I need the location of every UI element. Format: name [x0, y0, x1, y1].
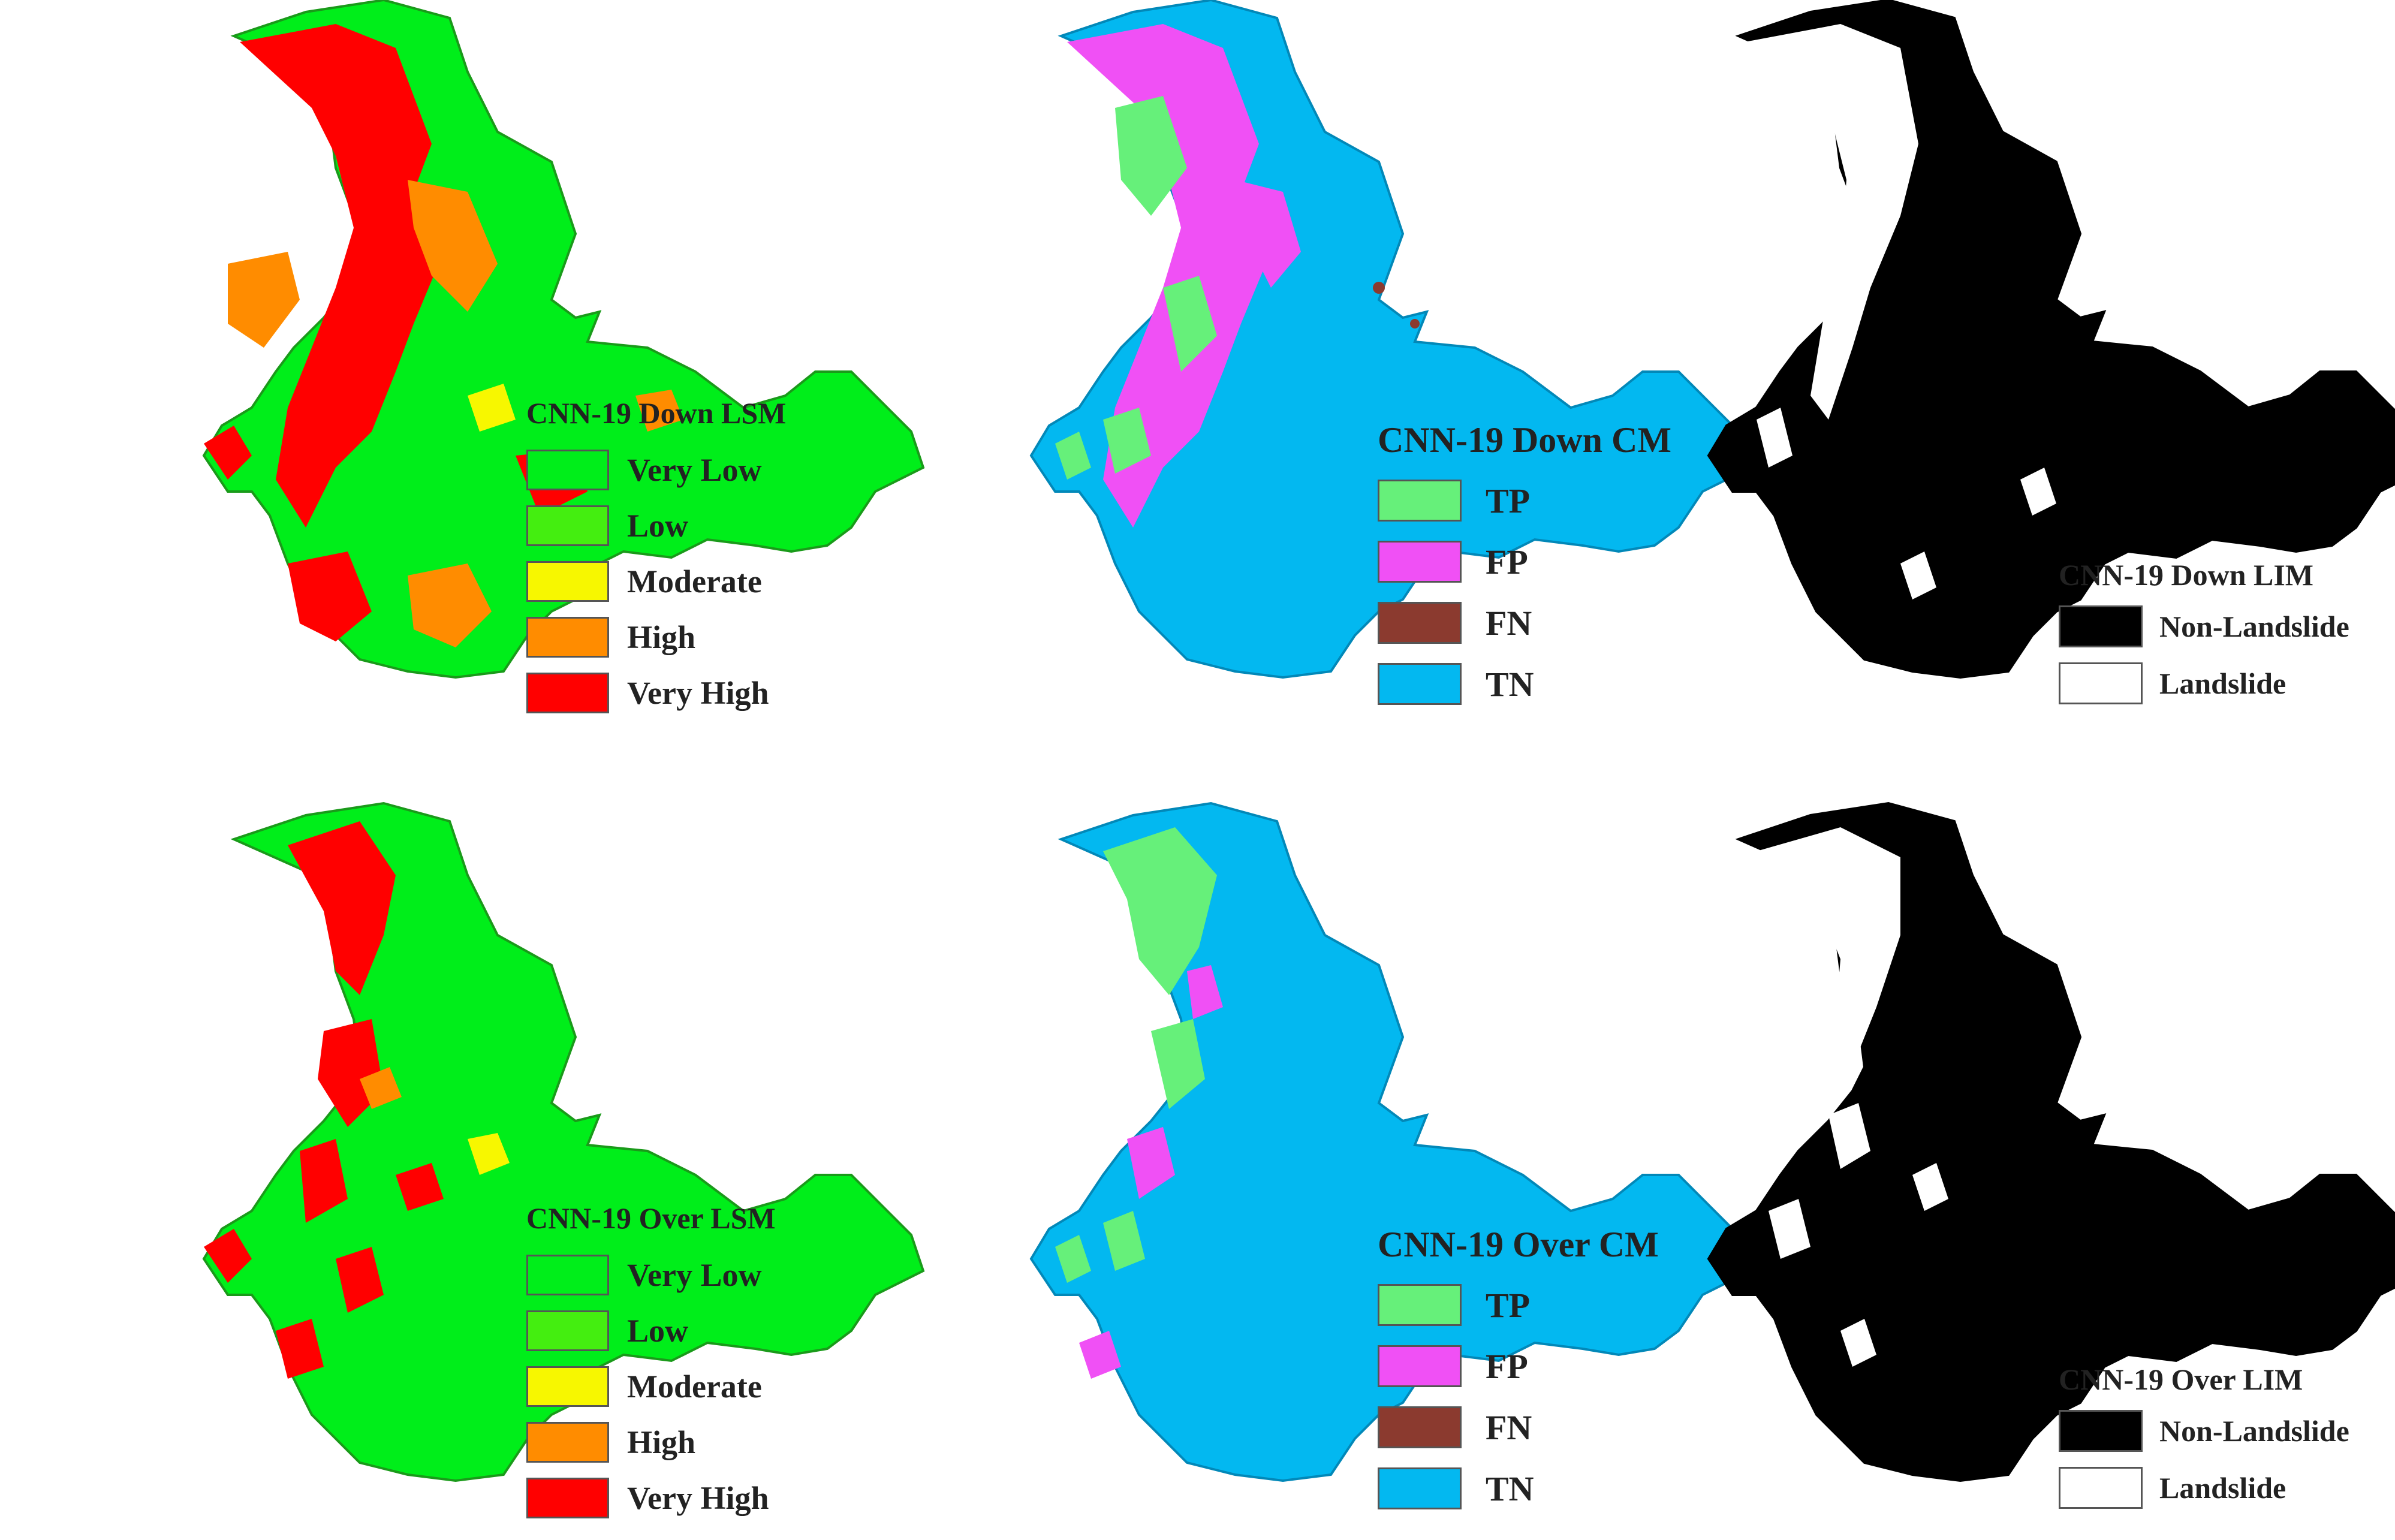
swatch-very-low [526, 1255, 609, 1295]
legend-item-high: High [526, 617, 695, 658]
legend-label: Landslide [2159, 667, 2286, 700]
legend-label: TP [1486, 481, 1531, 520]
swatch-fp [1378, 1345, 1462, 1387]
swatch-moderate [526, 1366, 609, 1407]
swatch-fn [1378, 1406, 1462, 1448]
swatch-low [526, 1310, 609, 1351]
legend-item-landslide: Landslide [2059, 1467, 2286, 1509]
swatch-landslide [2059, 662, 2143, 704]
swatch-landslide [2059, 1467, 2143, 1509]
legend-label: Very Low [627, 452, 762, 488]
legend-item-non-landslide: Non-Landslide [2059, 605, 2349, 647]
legend-item-very-low: Very Low [526, 1255, 762, 1295]
legend-title-down-lim: CNN-19 Down LIM [2059, 558, 2313, 592]
swatch-non-landslide [2059, 1410, 2143, 1452]
legend-label: Moderate [627, 563, 762, 599]
legend-title-over-lsm: CNN-19 Over LSM [526, 1201, 776, 1235]
swatch-tn [1378, 663, 1462, 705]
legend-item-fn: FN [1378, 602, 1532, 644]
legend-label: Moderate [627, 1369, 762, 1405]
legend-title-down-cm: CNN-19 Down CM [1378, 420, 1671, 460]
legend-item-non-landslide: Non-Landslide [2059, 1410, 2349, 1452]
map-down-lim [1707, 0, 2395, 679]
swatch-non-landslide [2059, 605, 2143, 647]
legend-label: Very High [627, 1480, 769, 1516]
swatch-tp [1378, 1284, 1462, 1326]
swatch-high [526, 617, 609, 658]
legend-item-tp: TP [1378, 480, 1530, 522]
legend-item-tp: TP [1378, 1284, 1530, 1326]
legend-down-lim: CNN-19 Down LIM Non-Landslide Landslide [2059, 557, 2382, 713]
legend-label: Very High [627, 675, 769, 711]
legend-label: Low [627, 508, 689, 544]
legend-label: High [627, 1424, 696, 1460]
legend-over-lsm: CNN-19 Over LSM Very Low Low Moderate Hi… [526, 1201, 838, 1524]
legend-item-very-high: Very High [526, 1478, 769, 1518]
swatch-tn [1378, 1467, 1462, 1509]
legend-down-lsm: CNN-19 Down LSM Very Low Low Moderate Hi… [526, 396, 838, 719]
swatch-moderate [526, 561, 609, 602]
legend-title-over-lim: CNN-19 Over LIM [2059, 1363, 2303, 1396]
legend-item-very-high: Very High [526, 673, 769, 713]
legend-item-moderate: Moderate [526, 561, 762, 602]
legend-item-landslide: Landslide [2059, 662, 2286, 704]
swatch-very-high [526, 673, 609, 713]
map-down-cm [1030, 0, 1752, 679]
legend-label: Non-Landslide [2159, 1414, 2349, 1448]
map-over-cm [1030, 802, 1752, 1482]
swatch-low [526, 505, 609, 546]
map-over-lsm [203, 802, 924, 1482]
legend-item-tn: TN [1378, 663, 1534, 705]
map-down-lsm [203, 0, 924, 679]
legend-down-cm: CNN-19 Down CM TP FP FN TN [1378, 420, 1725, 707]
legend-label: TP [1486, 1285, 1531, 1325]
legend-item-very-low: Very Low [526, 450, 762, 490]
map-over-lim [1707, 802, 2395, 1482]
legend-label: Low [627, 1313, 689, 1349]
legend-title-over-cm: CNN-19 Over CM [1378, 1225, 1659, 1264]
legend-item-moderate: Moderate [526, 1366, 762, 1407]
legend-over-cm: CNN-19 Over CM TP FP FN TN [1378, 1224, 1725, 1512]
legend-label: FP [1486, 1346, 1528, 1386]
legend-item-fp: FP [1378, 541, 1528, 583]
legend-label: TN [1486, 664, 1534, 704]
legend-item-fn: FN [1378, 1406, 1532, 1448]
legend-over-lim: CNN-19 Over LIM Non-Landslide Landslide [2059, 1362, 2382, 1518]
legend-label: TN [1486, 1469, 1534, 1508]
swatch-very-high [526, 1478, 609, 1518]
swatch-tp [1378, 480, 1462, 522]
legend-item-high: High [526, 1422, 695, 1463]
swatch-high [526, 1422, 609, 1463]
legend-label: FN [1486, 603, 1532, 643]
legend-item-fp: FP [1378, 1345, 1528, 1387]
swatch-fn [1378, 602, 1462, 644]
legend-item-low: Low [526, 505, 688, 546]
swatch-very-low [526, 450, 609, 490]
legend-label: FP [1486, 542, 1528, 581]
swatch-fp [1378, 541, 1462, 583]
legend-item-low: Low [526, 1310, 688, 1351]
legend-item-tn: TN [1378, 1467, 1534, 1509]
legend-label: Very Low [627, 1257, 762, 1293]
legend-label: Non-Landslide [2159, 610, 2349, 643]
legend-title-down-lsm: CNN-19 Down LSM [526, 396, 787, 430]
legend-label: Landslide [2159, 1471, 2286, 1505]
legend-label: High [627, 619, 696, 655]
legend-label: FN [1486, 1408, 1532, 1447]
